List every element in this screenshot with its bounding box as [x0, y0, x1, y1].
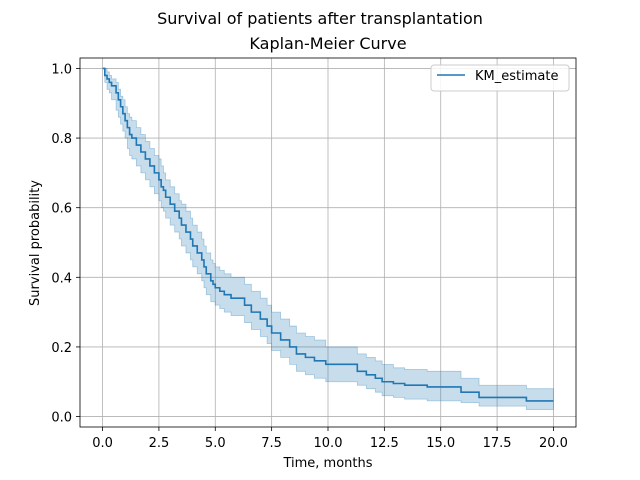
y-tick-label: 0.2: [51, 341, 72, 356]
x-tick-label: 12.5: [370, 436, 399, 451]
y-tick-label: 0.8: [51, 132, 72, 147]
x-tick-label: 10.0: [314, 436, 343, 451]
x-tick-label: 20.0: [539, 436, 568, 451]
grid: [80, 58, 576, 427]
x-axis-label: Time, months: [282, 456, 372, 471]
series-line-layer: [102, 67, 554, 402]
legend: KM_estimate: [430, 64, 570, 92]
y-tick-label: 1.0: [51, 62, 72, 77]
x-tick-label: 5.0: [205, 436, 226, 451]
legend-box: [430, 64, 570, 92]
y-tick-label: 0.6: [51, 202, 72, 217]
y-ticks: 0.0 0.2 0.4 0.6 0.8 1.0: [51, 62, 80, 426]
x-tick-label: 17.5: [483, 436, 512, 451]
legend-label-km-estimate: KM_estimate: [475, 69, 558, 84]
x-tick-label: 0.0: [92, 436, 113, 451]
y-tick-label: 0.4: [51, 271, 72, 286]
series-line-km-estimate: [102, 67, 554, 402]
chart-suptitle: Survival of patients after transplantati…: [157, 9, 483, 28]
y-tick-label: 0.0: [51, 411, 72, 426]
x-tick-label: 7.5: [261, 436, 282, 451]
x-tick-label: 2.5: [149, 436, 170, 451]
x-tick-label: 15.0: [426, 436, 455, 451]
y-axis-label: Survival probability: [28, 180, 43, 306]
chart-title: Kaplan-Meier Curve: [249, 34, 406, 53]
x-ticks: 0.0 2.5 5.0 7.5 10.0 12.5 15.0 17.5 20.0: [92, 427, 568, 451]
